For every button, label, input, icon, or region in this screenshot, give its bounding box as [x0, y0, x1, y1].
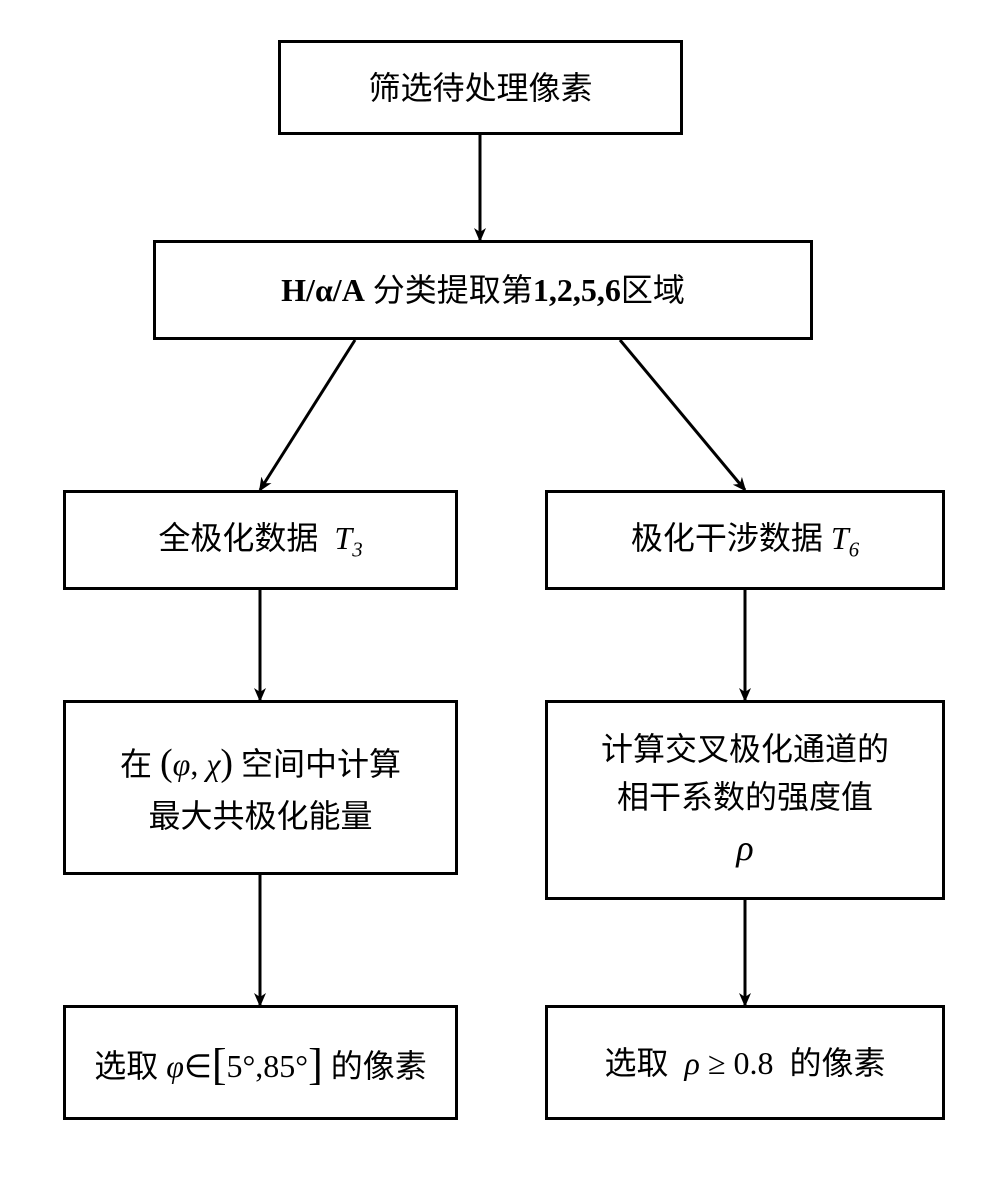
- node-label: 计算交叉极化通道的相干系数的强度值ρ: [601, 725, 889, 875]
- node-label: 全极化数据 T3: [158, 514, 362, 566]
- node-compute-copolar-energy: 在 (φ, χ) 空间中计算最大共极化能量: [63, 700, 458, 875]
- node-label: 在 (φ, χ) 空间中计算最大共极化能量: [120, 735, 401, 840]
- node-compute-coherence-rho: 计算交叉极化通道的相干系数的强度值ρ: [545, 700, 945, 900]
- node-polar-interfere-t6: 极化干涉数据 T6: [545, 490, 945, 590]
- node-label: 筛选待处理像素: [368, 64, 592, 112]
- node-filter-pixels: 筛选待处理像素: [278, 40, 683, 135]
- node-label: 选取 φ∈[5°,85°] 的像素: [94, 1030, 427, 1096]
- node-label: H/α/A 分类提取第1,2,5,6区域: [281, 266, 685, 314]
- node-label: 选取 ρ ≥ 0.8 的像素: [605, 1039, 886, 1087]
- node-label: 极化干涉数据 T6: [631, 514, 859, 566]
- node-full-polar-t3: 全极化数据 T3: [63, 490, 458, 590]
- node-classify: H/α/A 分类提取第1,2,5,6区域: [153, 240, 813, 340]
- node-select-rho-threshold: 选取 ρ ≥ 0.8 的像素: [545, 1005, 945, 1120]
- node-select-phi-range: 选取 φ∈[5°,85°] 的像素: [63, 1005, 458, 1120]
